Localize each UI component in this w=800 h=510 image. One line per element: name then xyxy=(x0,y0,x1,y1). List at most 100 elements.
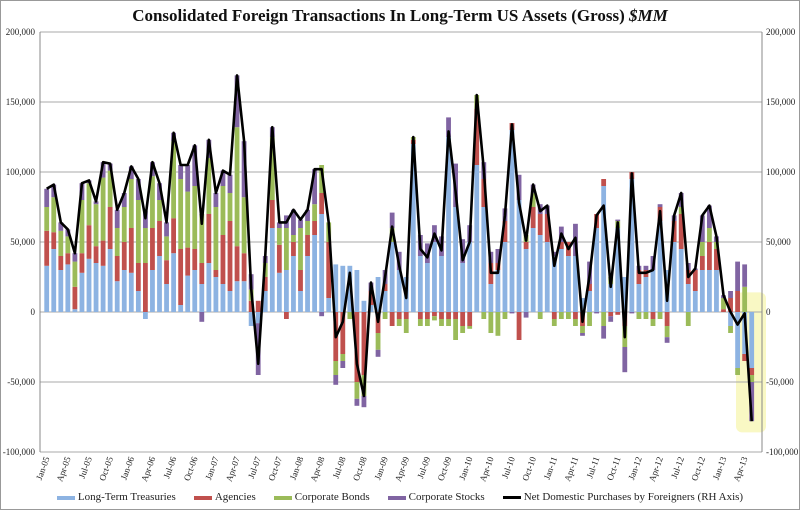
x-tick-label: Jan-05 xyxy=(34,455,52,481)
bar-segment-long-term-treasuries xyxy=(298,291,303,312)
bar-segment-agencies xyxy=(135,263,141,291)
bar-segment-corporate-stocks xyxy=(121,193,127,207)
bar-segment-long-term-treasuries xyxy=(79,272,85,312)
x-tick-label: Jan-12 xyxy=(626,455,644,481)
bar-segment-long-term-treasuries xyxy=(516,200,522,312)
bar-segment-corporate-stocks xyxy=(100,162,106,178)
x-tick-label: Oct-12 xyxy=(689,455,707,482)
bar-segment-corporate-bonds xyxy=(551,319,557,326)
y2-tick-label: 200,000 xyxy=(766,27,796,37)
bar-segment-corporate-bonds xyxy=(340,354,346,361)
bar-segment-long-term-treasuries xyxy=(150,270,155,312)
bar-segment-agencies xyxy=(86,225,92,259)
bar-segment-corporate-bonds xyxy=(664,326,670,338)
bar-segment-long-term-treasuries xyxy=(699,270,705,312)
bar-segment-corporate-stocks xyxy=(143,211,148,228)
legend-swatch xyxy=(193,495,212,500)
bar-segment-corporate-stocks xyxy=(199,312,205,322)
bar-segment-agencies xyxy=(326,242,332,298)
bar-segment-agencies xyxy=(164,260,169,284)
bar-segment-agencies xyxy=(544,214,550,242)
x-tick-label: Jul-11 xyxy=(584,455,601,479)
bar-segment-agencies xyxy=(79,253,85,273)
legend-label: Agencies xyxy=(214,491,256,503)
bar-segment-long-term-treasuries xyxy=(262,291,268,312)
bar-segment-agencies xyxy=(460,312,466,326)
bar-segment-corporate-stocks xyxy=(375,349,381,357)
bar-segment-agencies xyxy=(446,312,451,319)
legend-item: Agencies xyxy=(193,491,256,504)
bar-segment-corporate-stocks xyxy=(516,174,522,200)
bar-segment-corporate-stocks xyxy=(291,209,296,235)
bar-segment-corporate-bonds xyxy=(93,204,99,247)
bar-segment-corporate-bonds xyxy=(650,319,656,326)
bar-segment-agencies xyxy=(220,235,226,284)
bar-segment-corporate-stocks xyxy=(361,396,367,408)
bar-segment-agencies xyxy=(699,256,705,270)
bar-segment-agencies xyxy=(51,232,57,249)
bar-segment-long-term-treasuries xyxy=(361,300,367,312)
bar-segment-agencies xyxy=(227,221,233,291)
bar-segment-long-term-treasuries xyxy=(326,298,332,312)
bar-segment-corporate-stocks xyxy=(44,188,50,207)
x-tick-label: Jul-09 xyxy=(415,455,432,480)
bar-segment-corporate-bonds xyxy=(396,319,402,326)
bar-segment-agencies xyxy=(100,240,106,266)
bar-segment-long-term-treasuries xyxy=(537,235,543,312)
x-tick-label: Oct-07 xyxy=(266,455,284,482)
y2-tick-label: 50,000 xyxy=(766,237,791,247)
bar-segment-agencies xyxy=(234,246,240,282)
bar-segment-long-term-treasuries xyxy=(305,256,310,312)
bar-segment-corporate-bonds xyxy=(453,319,458,340)
bar-segment-corporate-bonds xyxy=(354,382,360,399)
bar-segment-long-term-treasuries xyxy=(121,270,127,312)
bar-segment-long-term-treasuries xyxy=(643,277,649,312)
x-tick-label: Jan-11 xyxy=(542,455,559,481)
bar-segment-agencies xyxy=(262,277,268,291)
bar-segment-agencies xyxy=(453,312,458,319)
bar-segment-agencies xyxy=(121,242,127,270)
bar-segment-corporate-stocks xyxy=(312,169,317,205)
bar-segment-agencies xyxy=(192,249,198,270)
bar-segment-agencies xyxy=(319,193,325,214)
bar-segment-corporate-stocks xyxy=(305,209,310,221)
bar-segment-corporate-bonds xyxy=(178,179,184,249)
y-tick-label: 50,000 xyxy=(10,237,35,247)
bar-segment-long-term-treasuries xyxy=(551,256,557,312)
bar-segment-agencies xyxy=(185,247,191,276)
bar-segment-corporate-bonds xyxy=(143,228,148,263)
bar-segment-long-term-treasuries xyxy=(51,249,57,312)
bar-segment-corporate-bonds xyxy=(460,326,466,333)
bar-segment-corporate-stocks xyxy=(629,312,635,314)
bar-segment-corporate-stocks xyxy=(128,166,134,179)
bar-segment-long-term-treasuries xyxy=(199,284,205,312)
bar-segment-corporate-stocks xyxy=(495,249,501,263)
bar-segment-corporate-stocks xyxy=(643,265,649,270)
bar-segment-agencies xyxy=(573,312,578,319)
bar-segment-long-term-treasuries xyxy=(735,312,740,368)
bar-segment-corporate-stocks xyxy=(699,215,705,242)
bar-segment-long-term-treasuries xyxy=(164,284,169,312)
bar-segment-long-term-treasuries xyxy=(284,270,289,312)
bar-segment-agencies xyxy=(284,312,289,319)
bar-segment-agencies xyxy=(107,207,113,249)
bar-segment-long-term-treasuries xyxy=(509,130,515,312)
bar-segment-long-term-treasuries xyxy=(629,179,635,312)
bar-segment-agencies xyxy=(558,242,564,249)
bar-segment-corporate-bonds xyxy=(530,193,536,207)
bar-segment-long-term-treasuries xyxy=(192,270,198,312)
bar-segment-long-term-treasuries xyxy=(657,221,663,312)
bar-segment-agencies xyxy=(298,270,303,291)
x-tick-label: Oct-10 xyxy=(520,455,538,482)
bar-segment-corporate-bonds xyxy=(227,193,233,221)
bar-segment-agencies xyxy=(199,263,205,284)
bar-segment-corporate-stocks xyxy=(728,291,733,298)
bar-segment-corporate-bonds xyxy=(312,204,317,221)
bar-segment-agencies xyxy=(171,218,176,254)
bar-segment-corporate-bonds xyxy=(382,312,388,319)
legend-item: Long-Term Treasuries xyxy=(56,491,176,504)
bar-segment-agencies xyxy=(714,249,719,270)
x-tick-label: Jul-12 xyxy=(669,455,686,480)
bar-segment-long-term-treasuries xyxy=(714,270,719,312)
